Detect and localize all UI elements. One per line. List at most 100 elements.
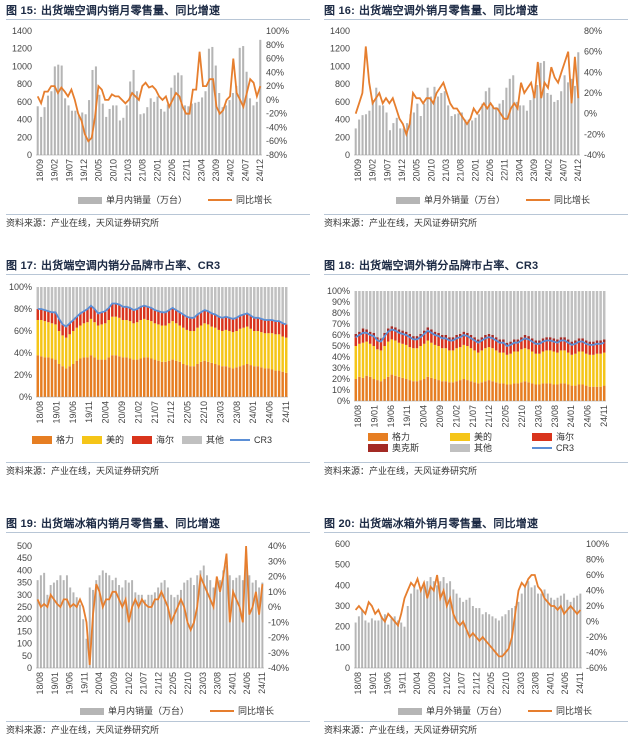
bar [520,593,523,668]
bar-segment-other [559,291,563,338]
bar-segment-other [267,287,270,320]
bar-segment-gree [213,364,217,397]
bar-segment-midea [182,327,185,364]
bar-segment-other [143,287,146,306]
bar [111,580,114,668]
bar [159,108,163,155]
bar-segment-gree [502,383,505,401]
bar [91,69,94,155]
bar-segment-haier [68,323,71,335]
bar-segment-aux [581,338,584,342]
bar-segment-gree [206,361,210,397]
bar-segment-haier [412,339,415,349]
y-tick-label: 1000 [330,61,350,71]
bar [131,580,134,668]
x-tick-label: 23/03 [516,672,526,695]
x-tick-label: 22/05 [486,672,496,695]
bar-segment-haier [379,341,383,351]
bar-segment-other [448,291,451,338]
bar [460,112,463,155]
bar-segment-midea [545,350,548,384]
bar [508,78,511,155]
x-tick-label: 20/04 [419,405,429,428]
bar-segment-aux [430,329,433,333]
x-tick-label: 20/10 [426,159,436,182]
y2-tick-label: 20% [266,81,284,91]
chart-title: 图 19: 出货端冰箱内销月零售量、同比增速 [6,518,221,530]
y2-tick-label: 0% [266,95,279,105]
bar-segment-other [512,291,516,340]
bar-segment-gree [368,376,372,401]
bar [248,575,251,668]
bar-segment-other [61,287,64,325]
x-tick-label: 19/11 [397,672,407,694]
bar [375,87,378,155]
bar [209,580,212,668]
bar [569,601,572,668]
bar [189,577,192,668]
bar-segment-haier [196,314,199,328]
bar-segment-midea [574,353,577,386]
bar-segment-midea [563,350,566,384]
bar [368,110,371,155]
bar-segment-gree [75,360,79,397]
y-tick-label: 10% [332,385,350,395]
bar-segment-other [54,287,57,313]
bar-segment-haier [419,337,422,346]
y-tick-label: 40% [332,352,350,362]
bar-segment-other [444,291,448,335]
bar-segment-midea [588,354,592,387]
bar [512,75,515,155]
bar [423,103,426,155]
legend-label: 其他 [474,442,492,453]
x-tick-label: 24/11 [575,672,585,694]
y2-tick-label: -40% [266,122,287,132]
bar-segment-haier [592,344,595,355]
bar-segment-haier [100,312,103,325]
bar-segment-gree [72,364,75,397]
x-tick-label: 20/09 [427,672,437,695]
bar-segment-midea [206,324,210,362]
bar-segment-aux [372,332,376,337]
x-tick-label: 19/01 [368,672,378,695]
bar-segment-gree [96,359,100,397]
bar-segment-haier [54,312,57,325]
bar-segment-other [469,291,473,335]
bar-segment-haier [210,313,213,327]
y2-tick-label: 60% [586,570,604,580]
bar-segment-other [174,287,178,311]
bar [498,103,501,155]
bar [495,107,498,155]
bar-segment-midea [516,351,520,384]
bar-segment-aux [552,338,556,342]
bar-segment-haier [422,333,426,344]
x-tick-label: 24/12 [573,159,583,182]
bar-segment-haier [466,336,469,346]
bar-segment-other [404,291,408,332]
bar-segment-haier [386,331,390,342]
bar-segment-other [86,287,89,309]
bar [442,577,445,668]
bar-segment-haier [206,311,210,325]
bar-segment-midea [408,347,412,381]
bar [157,587,160,668]
bar [98,575,101,668]
bar-segment-haier [277,321,281,335]
bar [114,577,117,668]
bar-segment-other [466,291,469,333]
x-tick-label: 22/11 [500,159,510,181]
bar-segment-haier [455,338,458,349]
bar [238,575,241,668]
bar [166,587,169,668]
bar [176,594,179,668]
bar [426,581,429,668]
bar-segment-other [491,291,494,335]
bar-segment-gree [574,385,577,401]
bar-segment-haier [157,311,160,325]
bar-segment-aux [556,339,559,343]
bar-segment-haier [143,305,146,319]
bar-segment-other [89,287,93,306]
bar-segment-haier [249,315,252,329]
bar-segment-other [458,291,462,334]
bar-segment-haier [185,316,189,330]
